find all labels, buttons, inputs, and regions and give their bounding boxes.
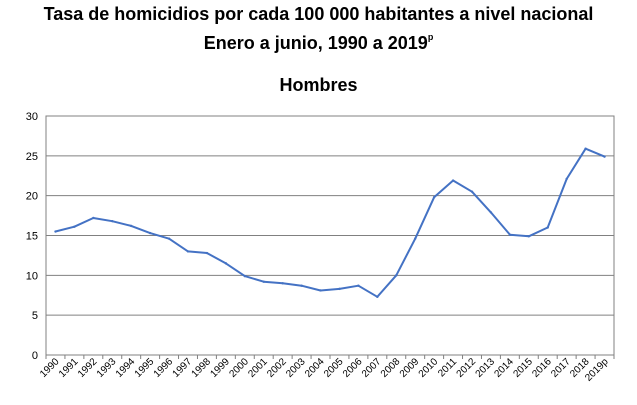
x-tick-label: 2008 <box>379 356 403 380</box>
data-point <box>584 147 587 150</box>
data-point <box>546 226 549 229</box>
data-point <box>319 289 322 292</box>
x-tick-label: 2007 <box>360 356 384 380</box>
data-point <box>395 274 398 277</box>
y-tick-label: 30 <box>26 111 38 123</box>
chart-title-period: Enero a junio, 1990 a 2019 <box>203 33 428 53</box>
x-tick-label: 1999 <box>208 356 232 380</box>
data-point <box>281 282 284 285</box>
chart-subtitle: Hombres <box>279 75 358 95</box>
data-point <box>300 284 303 287</box>
data-point <box>54 230 57 233</box>
data-point <box>262 280 265 283</box>
x-tick-label: 1997 <box>171 356 195 380</box>
data-point <box>224 262 228 265</box>
data-point <box>603 155 606 158</box>
chart-title: Tasa de homicidios por cada 100 000 habi… <box>43 4 594 24</box>
x-tick-label: 2011 <box>436 356 459 379</box>
x-tick-label: 1998 <box>190 356 214 380</box>
x-tick-label: 2009 <box>398 356 422 380</box>
y-tick-label: 25 <box>26 151 38 163</box>
data-point <box>92 216 95 220</box>
x-tick-label: 2012 <box>455 356 479 380</box>
data-point <box>130 224 133 228</box>
data-point <box>111 219 114 223</box>
chart-title-line2: Enero a junio, 1990 a 2019p <box>0 32 637 54</box>
preliminary-marker: p <box>427 32 434 42</box>
data-point <box>527 235 530 238</box>
x-tick-label: 2001 <box>246 356 270 380</box>
data-point <box>243 274 246 278</box>
data-point <box>414 237 417 240</box>
data-point <box>376 295 379 299</box>
x-tick-label: 2017 <box>549 356 573 380</box>
x-tick-label: 1990 <box>38 356 62 380</box>
data-point <box>489 211 493 214</box>
x-tick-label: 2016 <box>530 356 554 380</box>
x-tick-label: 2006 <box>341 356 365 380</box>
x-tick-label: 2014 <box>492 356 516 380</box>
x-tick-label: 2003 <box>284 356 308 380</box>
data-point <box>565 177 568 181</box>
data-point <box>205 251 209 255</box>
data-point <box>470 190 474 193</box>
data-point <box>73 225 76 228</box>
x-tick-label: 2000 <box>227 356 251 380</box>
x-tick-label: 1993 <box>95 356 119 380</box>
x-tick-label: 1994 <box>114 356 138 380</box>
data-point <box>451 179 455 182</box>
y-tick-label: 10 <box>26 270 38 282</box>
x-tick-label: 1995 <box>133 356 157 380</box>
series-line-hombres <box>55 147 605 298</box>
y-tick-label: 15 <box>26 231 38 243</box>
x-tick-label: 2013 <box>474 356 498 380</box>
x-tick-label: 1991 <box>57 356 81 380</box>
y-tick-label: 20 <box>26 191 38 203</box>
x-tick-label: 2004 <box>303 356 327 380</box>
data-point <box>167 237 171 240</box>
data-point <box>432 196 436 199</box>
x-tick-label: 1996 <box>152 356 176 380</box>
data-point <box>357 284 360 287</box>
x-tick-label: 2010 <box>417 356 441 380</box>
y-tick-label: 0 <box>32 350 38 362</box>
y-tick-label: 5 <box>32 310 38 322</box>
x-tick-label: 2015 <box>511 356 535 380</box>
data-point <box>508 233 512 236</box>
data-point <box>186 250 190 253</box>
data-point <box>148 231 152 235</box>
data-point <box>338 287 341 291</box>
x-tick-label: 2002 <box>265 356 289 380</box>
x-tick-label: 2005 <box>322 356 346 380</box>
x-tick-label: 1992 <box>76 356 100 380</box>
